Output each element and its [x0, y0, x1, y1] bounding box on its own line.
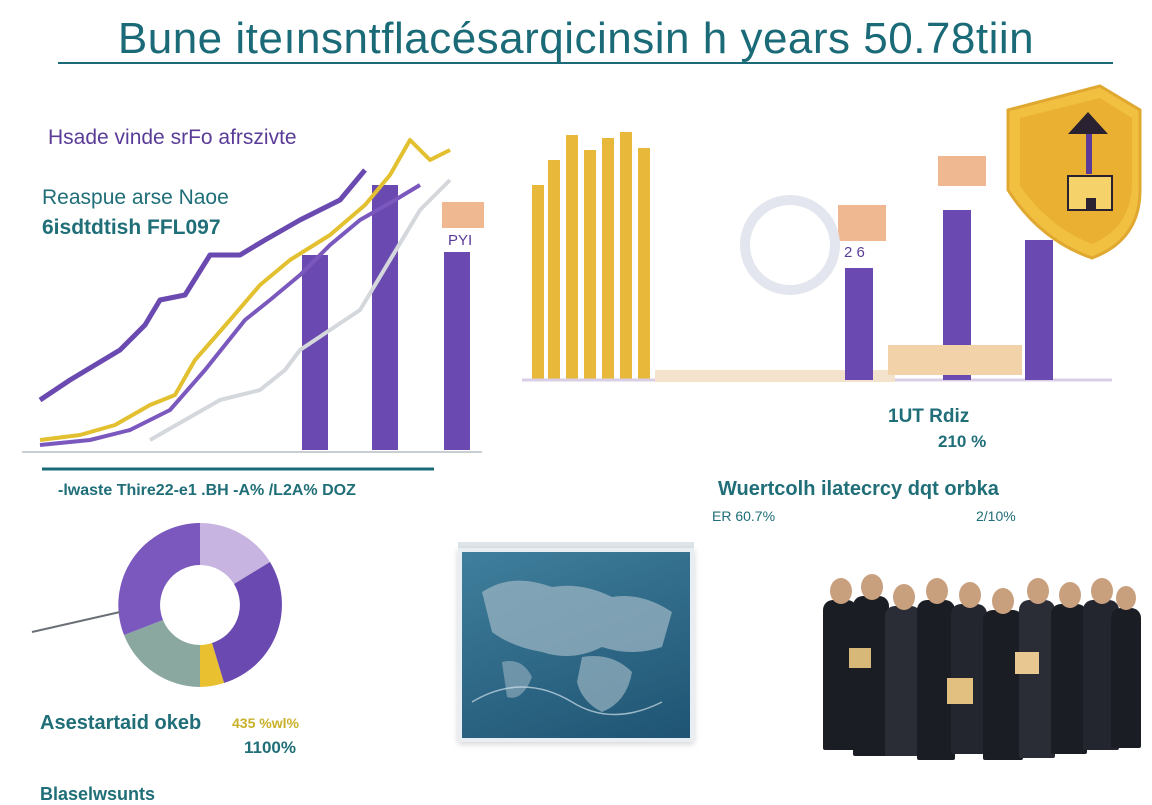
left-chart-label: Hsade vinde srFo afrszivte — [48, 126, 297, 149]
donut-pointer — [31, 611, 121, 633]
donut-slice-purple-2 — [118, 523, 200, 635]
gold-bar-6 — [620, 132, 632, 380]
left-bar-3 — [444, 252, 470, 450]
left-bar-1 — [302, 255, 328, 450]
left-footer-text: -lwaste Thire22-e1 .BH -A% /L2A% DOZ — [58, 482, 356, 499]
middle-base-strip — [655, 370, 895, 382]
people-group — [815, 570, 1145, 770]
left-chart-subtitle-1: Reaspue arse Naoe — [42, 186, 229, 209]
gold-bar-5 — [602, 138, 614, 380]
left-bar-2 — [372, 185, 398, 450]
faint-swirl — [740, 195, 840, 295]
page-title: Bune iteınsntflacésarqicinsin h years 50… — [117, 14, 1035, 63]
gold-bar-3 — [566, 135, 578, 380]
bottom-caption-value: 435 %wl% — [232, 715, 299, 731]
left-bar-tag: PYI — [448, 232, 473, 249]
gold-bar-1 — [532, 185, 544, 380]
peach-tag-2 — [938, 156, 986, 186]
peach-tag-1 — [838, 205, 886, 241]
left-line-purple — [38, 168, 367, 403]
gold-bar-7 — [638, 148, 650, 380]
middle-bar-tag: 2 6 — [844, 244, 865, 261]
gold-bar-4 — [584, 150, 596, 380]
bottom-caption: Asestartaid okeb — [40, 712, 202, 734]
donut-slice-sage — [124, 620, 200, 687]
title-underline — [58, 62, 1113, 64]
bottom-footer-cut: Blaselwsunts — [40, 784, 156, 804]
left-line-gray — [149, 178, 452, 442]
donut-slice-purple-1 — [212, 562, 282, 683]
right-stat-label: 1UT Rdiz — [888, 406, 970, 427]
map-header-strip — [458, 542, 694, 552]
purple-bar-1 — [845, 268, 873, 380]
donut-slice-gold — [200, 643, 224, 687]
right-value-right: 2/10% — [976, 508, 1016, 524]
world-map — [458, 548, 694, 742]
right-stat-value: 210 % — [938, 432, 987, 451]
left-line-purple-2 — [39, 183, 422, 447]
left-line-gold — [39, 138, 451, 442]
right-heading: Wuertcolh ilatecrcy dqt orbka — [718, 478, 999, 500]
right-value-left: ER 60.7% — [712, 508, 776, 524]
gold-bar-2 — [548, 160, 560, 380]
left-bar-tag-box — [442, 202, 484, 228]
bottom-caption-pct: 1100% — [244, 738, 296, 757]
peach-base — [888, 345, 1022, 375]
purple-bar-3 — [1025, 240, 1053, 380]
left-chart-subtitle-2: 6isdtdtish FFL097 — [42, 216, 221, 239]
donut-slice-lilac — [200, 522, 270, 584]
